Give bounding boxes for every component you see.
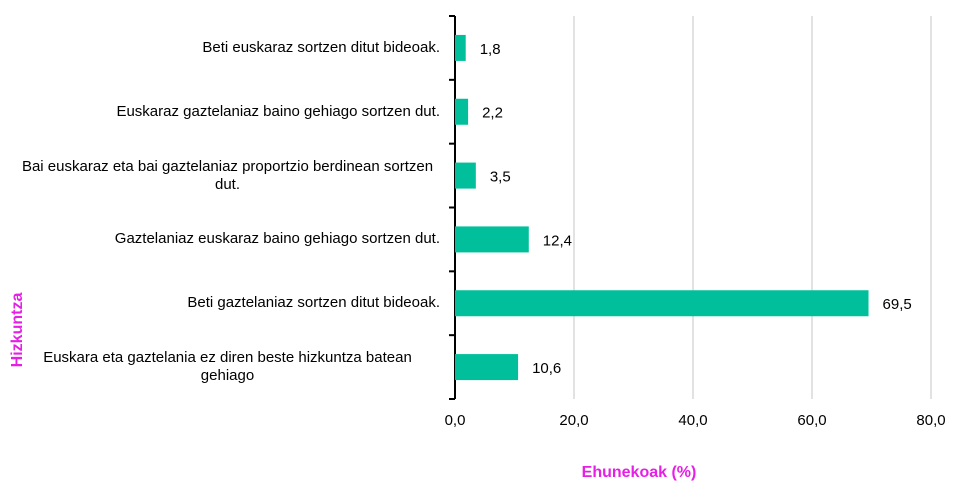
y-tick-label: Beti gaztelaniaz sortzen ditut bideoak.: [187, 294, 440, 312]
y-tick-label: Gaztelaniaz euskaraz baino gehiago sortz…: [114, 230, 440, 248]
value-label: 69,5: [883, 296, 912, 313]
x-tick-label: 20,0: [559, 412, 588, 429]
value-label: 2,2: [482, 105, 503, 122]
x-tick-label: 80,0: [916, 412, 945, 429]
y-tick-label: Euskara eta gaztelania ez diren beste hi…: [43, 349, 412, 385]
y-tick-label: Euskaraz gaztelaniaz baino gehiago sortz…: [116, 102, 440, 120]
x-tick-label: 0,0: [445, 412, 466, 429]
y-tick-label: Beti euskaraz sortzen ditut bideoak.: [202, 38, 440, 56]
x-tick-label: 40,0: [678, 412, 707, 429]
bar: [455, 354, 519, 381]
bar: [455, 98, 469, 125]
bar: [455, 226, 529, 253]
value-label: 12,4: [543, 232, 572, 249]
y-axis-title: Hizkuntza: [9, 293, 26, 368]
value-label: 3,5: [490, 169, 511, 186]
y-tick-label: Bai euskaraz eta bai gaztelaniaz proport…: [21, 157, 434, 193]
bar: [455, 290, 869, 317]
x-axis-title: Ehunekoak (%): [582, 464, 697, 481]
x-tick-label: 60,0: [797, 412, 826, 429]
value-label: 10,6: [532, 360, 561, 377]
bar: [455, 34, 466, 61]
bar: [455, 162, 476, 189]
value-label: 1,8: [480, 41, 501, 58]
